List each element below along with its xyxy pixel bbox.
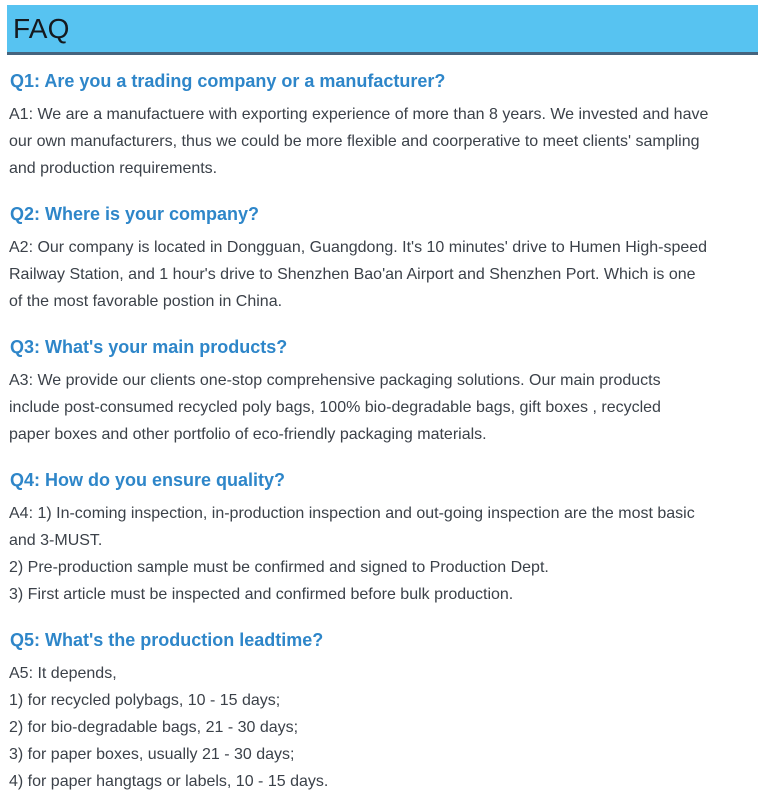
faq-header-bar: FAQ [7, 5, 758, 55]
faq-item: Q2: Where is your company? A2: Our compa… [9, 204, 755, 315]
question-heading: Q4: How do you ensure quality? [10, 470, 286, 490]
faq-item: Q1: Are you a trading company or a manuf… [9, 71, 755, 182]
question-heading: Q5: What's the production leadtime? [10, 630, 324, 650]
faq-item: Q3: What's your main products? A3: We pr… [9, 337, 755, 448]
answer-text: A2: Our company is located in Dongguan, … [9, 239, 708, 310]
faq-item: Q5: What's the production leadtime? A5: … [9, 630, 755, 795]
answer-text: A1: We are a manufactuere with exporting… [9, 106, 709, 177]
question-heading: Q2: Where is your company? [10, 204, 260, 224]
question-heading: Q1: Are you a trading company or a manuf… [10, 71, 446, 91]
faq-item: Q4: How do you ensure quality? A4: 1) In… [9, 470, 755, 608]
answer-text: A5: It depends, 1) for recycled polybags… [9, 665, 329, 790]
page-title: FAQ [13, 12, 70, 44]
answer-text: A3: We provide our clients one-stop comp… [9, 372, 661, 443]
question-heading: Q3: What's your main products? [10, 337, 288, 357]
answer-text: A4: 1) In-coming inspection, in-producti… [9, 505, 695, 603]
faq-list: Q1: Are you a trading company or a manuf… [0, 71, 765, 801]
